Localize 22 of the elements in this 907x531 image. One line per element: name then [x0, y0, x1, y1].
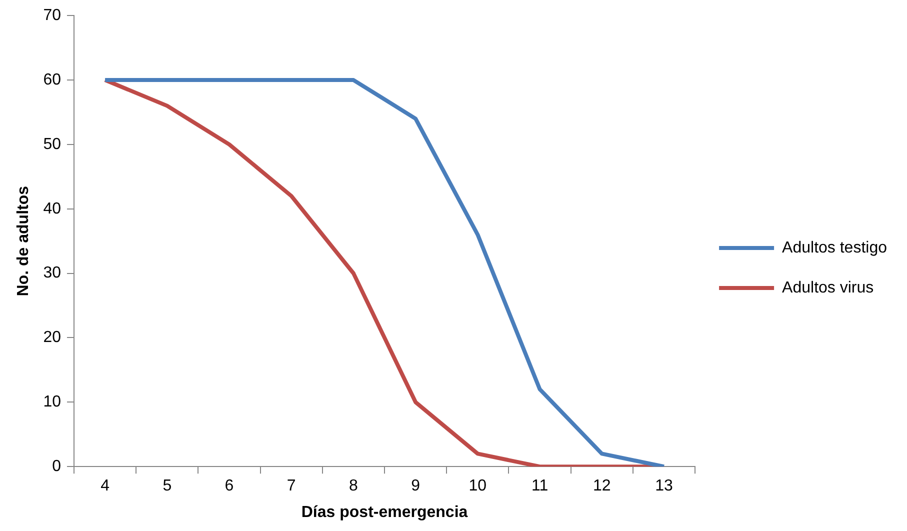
y-tick-label: 30 — [43, 264, 62, 282]
x-tick-label: 6 — [224, 478, 234, 495]
y-tick-label: 60 — [43, 71, 62, 88]
legend-label: Adultos virus — [782, 279, 874, 296]
x-tick-label: 12 — [592, 478, 611, 495]
y-tick-label: 10 — [43, 394, 62, 411]
y-tick-label: 70 — [43, 7, 62, 24]
y-tick-label: 20 — [43, 329, 62, 346]
x-tick-label: 5 — [162, 478, 172, 495]
legend-label: Adultos testigo — [782, 239, 888, 256]
y-tick-label: 0 — [52, 458, 62, 476]
y-axis-title: No. de adultos — [15, 186, 32, 296]
x-axis-title: Días post-emergencia — [301, 504, 468, 521]
x-tick-label: 8 — [349, 478, 358, 495]
y-tick-label: 40 — [43, 200, 62, 218]
x-tick-label: 9 — [411, 478, 420, 495]
x-tick-label: 13 — [655, 478, 673, 495]
x-tick-label: 4 — [100, 478, 110, 495]
x-tick-label: 11 — [531, 478, 548, 495]
x-tick-label: 7 — [286, 478, 296, 495]
y-tick-label: 50 — [43, 136, 62, 153]
x-tick-label: 10 — [468, 478, 487, 495]
